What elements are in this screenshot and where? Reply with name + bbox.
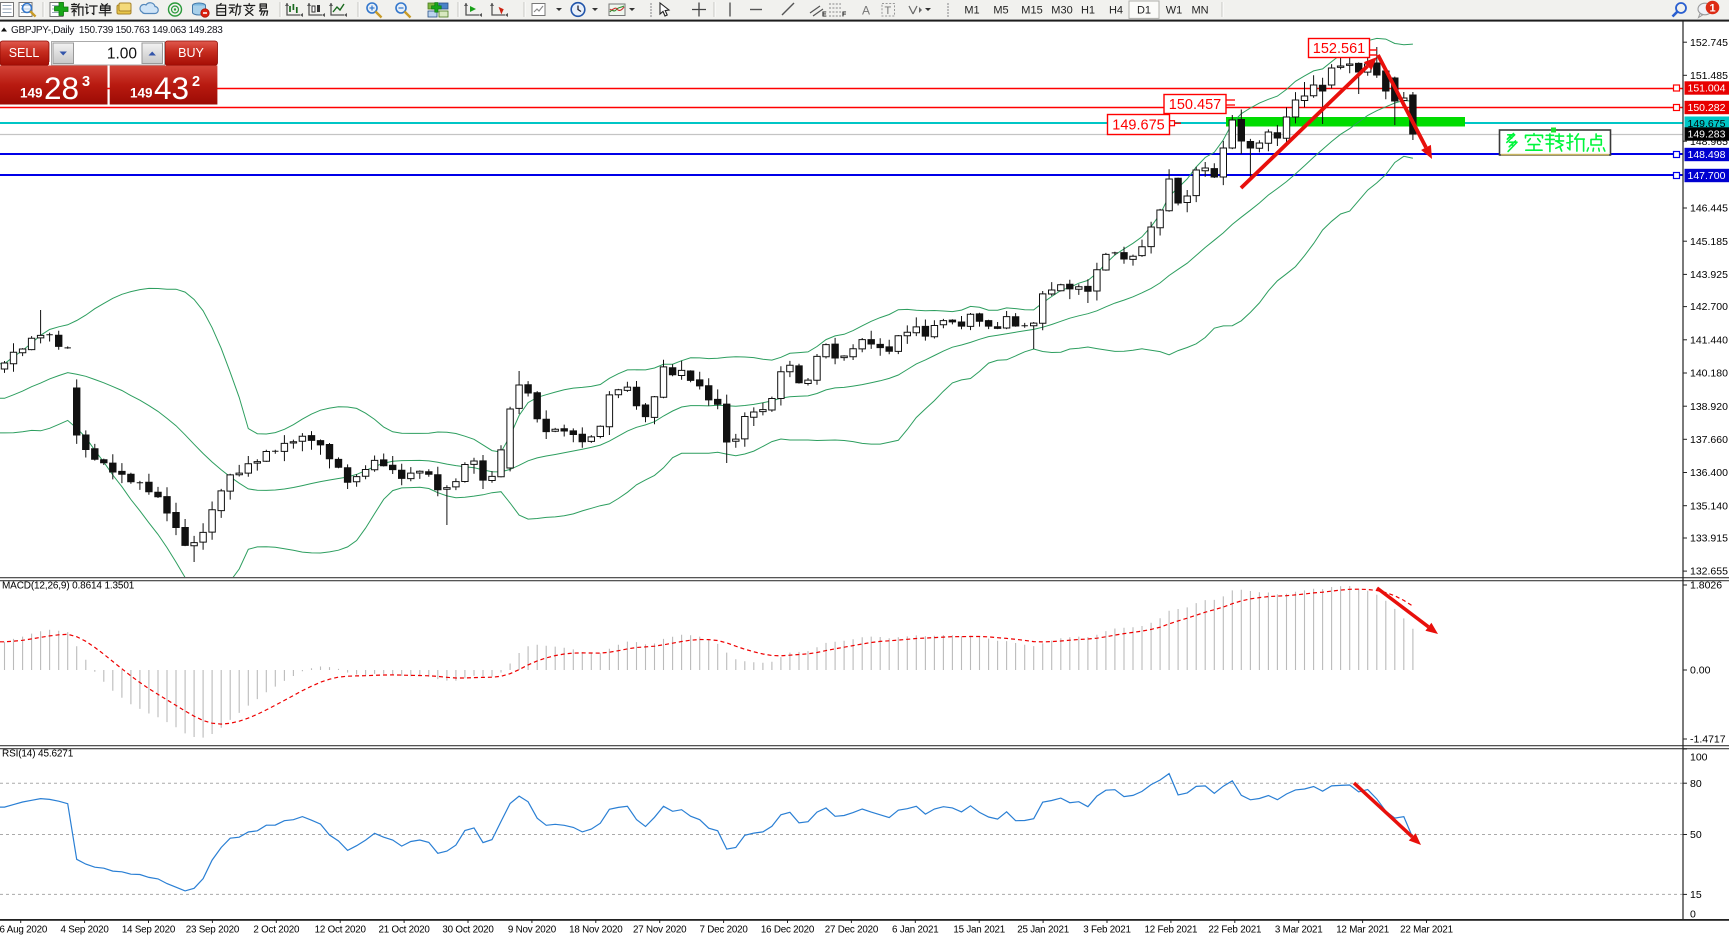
svg-text:15 Jan 2021: 15 Jan 2021 — [953, 925, 1005, 936]
svg-text:141.440: 141.440 — [1690, 334, 1728, 346]
svg-text:50: 50 — [1690, 829, 1702, 841]
svg-text:135.140: 135.140 — [1690, 500, 1728, 512]
svg-text:SELL: SELL — [9, 46, 40, 60]
svg-text:1.00: 1.00 — [107, 46, 138, 63]
svg-text:147.700: 147.700 — [1688, 170, 1726, 182]
svg-text:BUY: BUY — [178, 46, 204, 60]
svg-text:2 Oct 2020: 2 Oct 2020 — [253, 925, 300, 936]
svg-text:3 Mar 2021: 3 Mar 2021 — [1275, 925, 1323, 936]
svg-text:145.185: 145.185 — [1690, 236, 1728, 248]
svg-text:16 Dec 2020: 16 Dec 2020 — [761, 925, 815, 936]
svg-text:25 Jan 2021: 25 Jan 2021 — [1017, 925, 1069, 936]
svg-text:150.457: 150.457 — [1169, 97, 1221, 113]
svg-text:3 Feb 2021: 3 Feb 2021 — [1083, 925, 1131, 936]
svg-text:MACD(12,26,9) 0.8614 1.3501: MACD(12,26,9) 0.8614 1.3501 — [2, 581, 135, 592]
svg-text:27 Dec 2020: 27 Dec 2020 — [825, 925, 879, 936]
svg-text:22 Feb 2021: 22 Feb 2021 — [1208, 925, 1261, 936]
svg-text:149.675: 149.675 — [1112, 118, 1164, 134]
svg-text:6 Jan 2021: 6 Jan 2021 — [892, 925, 938, 936]
svg-text:146.445: 146.445 — [1690, 203, 1728, 215]
svg-text:M1: M1 — [964, 4, 979, 16]
svg-text:M15: M15 — [1021, 4, 1042, 16]
svg-text:18 Nov 2020: 18 Nov 2020 — [569, 925, 623, 936]
svg-text:26 Aug 2020: 26 Aug 2020 — [0, 925, 48, 936]
svg-text:149.675: 149.675 — [1688, 118, 1726, 130]
svg-text:30 Oct 2020: 30 Oct 2020 — [442, 925, 494, 936]
svg-text:149: 149 — [130, 86, 153, 101]
svg-text:43: 43 — [154, 70, 189, 106]
svg-text:21 Oct 2020: 21 Oct 2020 — [379, 925, 431, 936]
svg-text:2: 2 — [192, 74, 200, 90]
svg-text:142.700: 142.700 — [1690, 301, 1728, 313]
svg-text:12 Oct 2020: 12 Oct 2020 — [315, 925, 367, 936]
svg-text:1: 1 — [1709, 2, 1715, 14]
svg-text:27 Nov 2020: 27 Nov 2020 — [633, 925, 687, 936]
svg-text:148.498: 148.498 — [1688, 149, 1726, 161]
svg-text:0.00: 0.00 — [1690, 665, 1711, 677]
svg-text:-1.4717: -1.4717 — [1690, 734, 1726, 746]
svg-text:3: 3 — [82, 74, 90, 90]
svg-text:28: 28 — [44, 70, 79, 106]
svg-text:M5: M5 — [993, 4, 1008, 16]
svg-text:T: T — [885, 5, 892, 17]
svg-text:23 Sep 2020: 23 Sep 2020 — [186, 925, 240, 936]
svg-text:12 Feb 2021: 12 Feb 2021 — [1144, 925, 1197, 936]
svg-text:14 Sep 2020: 14 Sep 2020 — [122, 925, 176, 936]
svg-text:MN: MN — [1191, 4, 1208, 16]
svg-text:H4: H4 — [1109, 4, 1123, 16]
svg-text:132.655: 132.655 — [1690, 566, 1728, 578]
svg-text:140.180: 140.180 — [1690, 368, 1728, 380]
svg-text:9 Nov 2020: 9 Nov 2020 — [508, 925, 557, 936]
svg-text:22 Mar 2021: 22 Mar 2021 — [1400, 925, 1453, 936]
svg-text:136.400: 136.400 — [1690, 467, 1728, 479]
svg-text:138.920: 138.920 — [1690, 401, 1728, 413]
svg-text:M30: M30 — [1051, 4, 1072, 16]
svg-text:143.925: 143.925 — [1690, 269, 1728, 281]
svg-text:151.485: 151.485 — [1690, 70, 1728, 82]
svg-text:133.915: 133.915 — [1690, 533, 1728, 545]
svg-text:152.561: 152.561 — [1313, 41, 1365, 57]
svg-text:149: 149 — [20, 86, 43, 101]
svg-text:152.745: 152.745 — [1690, 37, 1728, 49]
svg-text:15: 15 — [1690, 889, 1702, 901]
svg-text:F: F — [842, 12, 847, 19]
svg-text:D1: D1 — [1137, 4, 1151, 16]
svg-text:12 Mar 2021: 12 Mar 2021 — [1336, 925, 1389, 936]
svg-text:80: 80 — [1690, 778, 1702, 790]
svg-text:H1: H1 — [1081, 4, 1095, 16]
svg-text:0: 0 — [1690, 909, 1696, 921]
svg-text:A: A — [862, 4, 870, 18]
svg-text:150.282: 150.282 — [1688, 102, 1726, 114]
svg-text:RSI(14) 45.6271: RSI(14) 45.6271 — [2, 749, 74, 760]
svg-text:7 Dec 2020: 7 Dec 2020 — [700, 925, 749, 936]
svg-text:100: 100 — [1690, 752, 1708, 764]
svg-text:137.660: 137.660 — [1690, 434, 1728, 446]
svg-text:151.004: 151.004 — [1688, 83, 1726, 95]
svg-text:W1: W1 — [1166, 4, 1183, 16]
svg-text:4 Sep 2020: 4 Sep 2020 — [61, 925, 110, 936]
svg-text:E: E — [822, 12, 827, 19]
svg-text:1.8026: 1.8026 — [1690, 580, 1722, 592]
svg-text:GBPJPY-,Daily 150.739 150.763: GBPJPY-,Daily 150.739 150.763 149.063 14… — [11, 25, 223, 36]
svg-text:149.283: 149.283 — [1688, 129, 1726, 141]
